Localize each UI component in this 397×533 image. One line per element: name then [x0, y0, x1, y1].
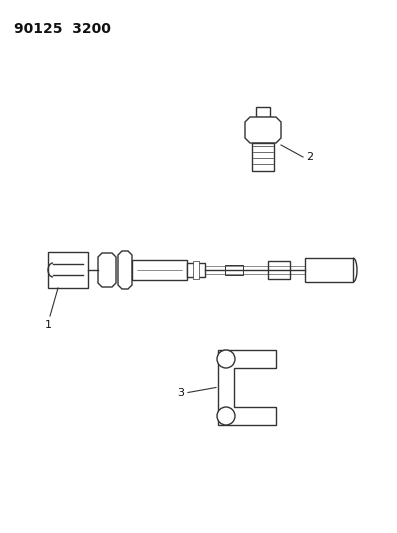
Polygon shape	[118, 251, 132, 289]
Text: 3: 3	[177, 387, 184, 398]
Bar	[305, 258, 353, 282]
Bar	[268, 261, 290, 279]
Polygon shape	[245, 117, 281, 143]
Text: 2: 2	[306, 152, 313, 162]
Bar	[225, 265, 243, 275]
Bar	[48, 252, 88, 288]
Polygon shape	[218, 350, 276, 425]
Bar	[256, 107, 270, 117]
Bar	[132, 260, 187, 280]
Bar	[187, 263, 205, 277]
Bar	[193, 261, 199, 279]
Text: 90125  3200: 90125 3200	[14, 22, 111, 36]
Text: 1: 1	[44, 320, 52, 330]
Circle shape	[217, 350, 235, 368]
Bar	[252, 143, 274, 171]
Polygon shape	[98, 253, 116, 287]
Circle shape	[217, 407, 235, 425]
